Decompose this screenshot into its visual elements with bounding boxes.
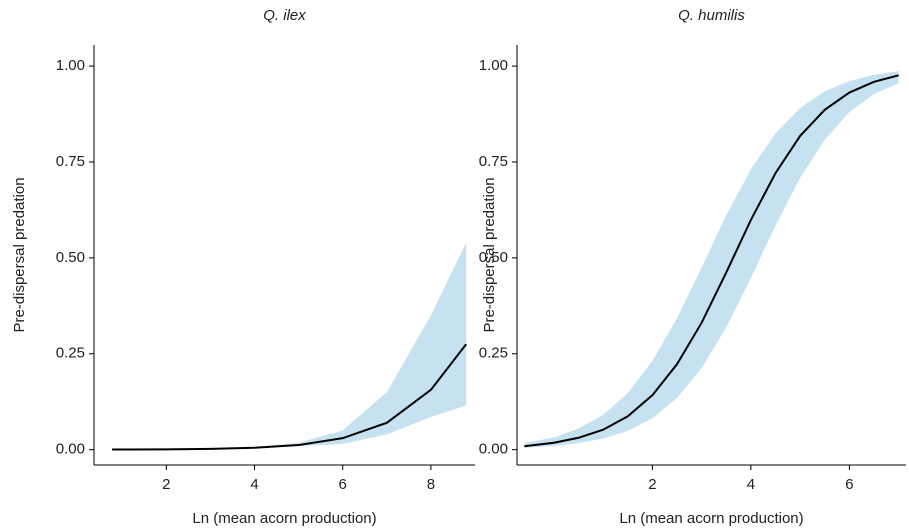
x-tick-label: 2 (648, 476, 656, 493)
y-tick-label: 0.75 (56, 153, 85, 170)
y-tick-label: 0.00 (56, 441, 85, 458)
confidence-band (112, 242, 467, 450)
y-tick-label: 0.75 (479, 153, 508, 170)
x-tick-label: 2 (162, 476, 170, 493)
y-axis-label: Pre-dispersal predation (481, 177, 498, 332)
y-tick-label: 0.25 (479, 345, 508, 362)
x-axis-label: Ln (mean acorn production) (192, 510, 376, 527)
x-tick-label: 4 (747, 476, 755, 493)
x-axis-label: Ln (mean acorn production) (619, 510, 803, 527)
x-tick-label: 6 (339, 476, 347, 493)
y-tick-label: 0.50 (56, 249, 85, 266)
y-tick-label: 1.00 (479, 57, 508, 74)
fit-line (112, 343, 467, 451)
y-tick-label: 0.50 (479, 249, 508, 266)
fit-line (524, 74, 899, 448)
y-axis-label: Pre-dispersal predation (11, 177, 28, 332)
confidence-band (524, 71, 899, 448)
x-tick-label: 8 (427, 476, 435, 493)
chart-title: Q. ilex (263, 7, 306, 24)
chart-title: Q. humilis (678, 7, 745, 24)
x-tick-label: 6 (845, 476, 853, 493)
y-tick-label: 0.25 (56, 345, 85, 362)
x-tick-label: 4 (250, 476, 258, 493)
y-tick-label: 0.00 (479, 441, 508, 458)
y-tick-label: 1.00 (56, 57, 85, 74)
